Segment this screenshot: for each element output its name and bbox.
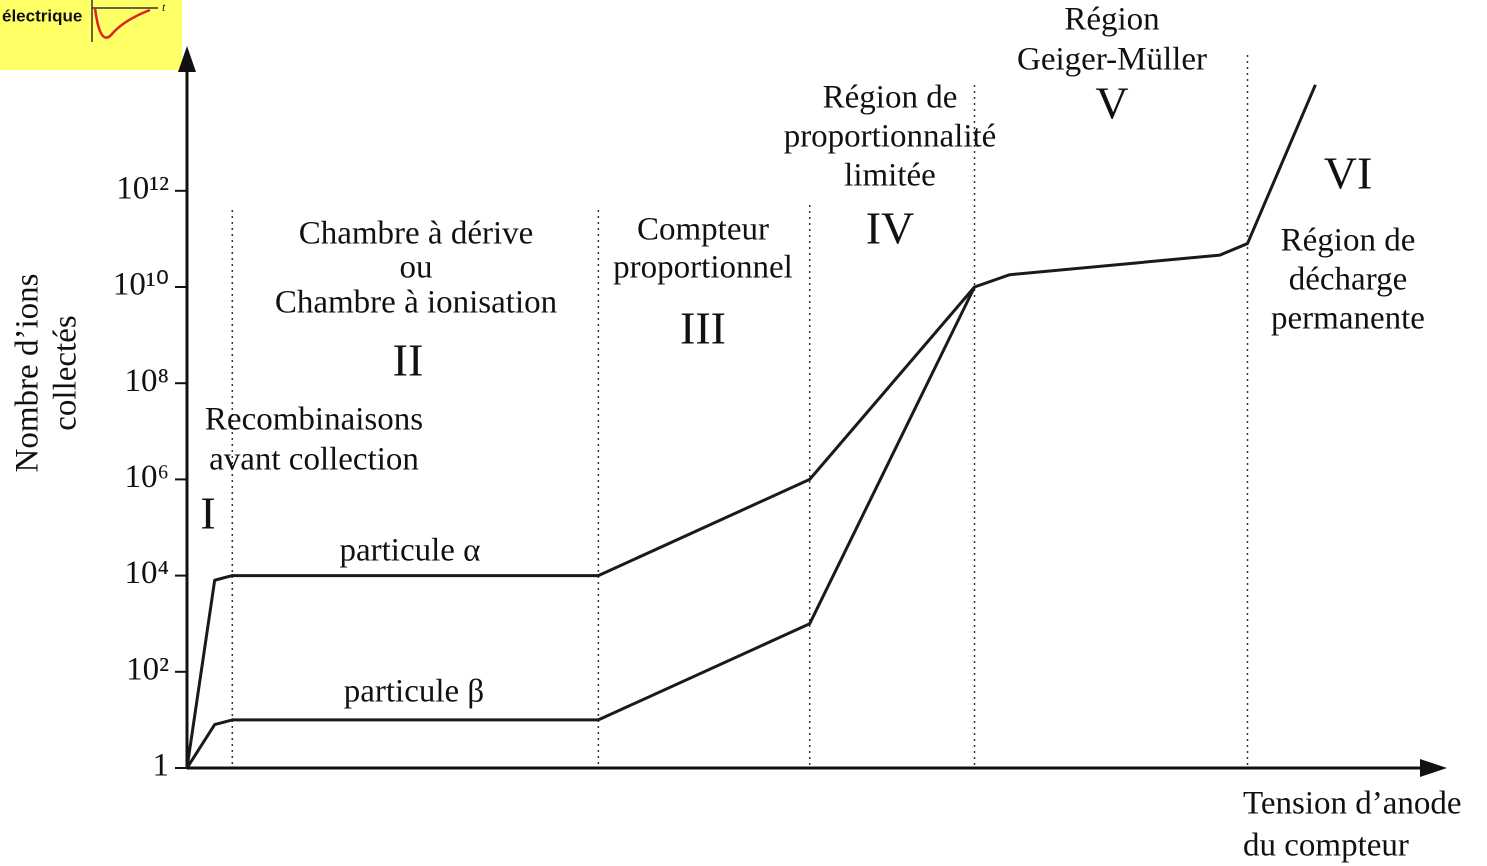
series-line <box>185 84 1317 769</box>
y-tick-label: 10⁸ <box>124 363 169 399</box>
annotation: proportionnel <box>613 250 793 286</box>
annotation: IV <box>866 203 915 254</box>
x-axis-label: Tension d’anode <box>1243 786 1462 822</box>
annotation: Région de <box>1281 223 1416 259</box>
y-tick-label: 10⁶ <box>124 459 169 495</box>
annotation: Recombinaisons <box>205 402 423 438</box>
series-line <box>185 286 976 769</box>
y-tick-label: 10¹² <box>116 170 169 206</box>
annotation: II <box>393 335 424 386</box>
y-axis-label: collectés <box>48 315 84 430</box>
annotation: ou <box>400 250 433 286</box>
y-tick-label: 1 <box>153 748 170 784</box>
annotation: Région <box>1064 2 1159 38</box>
thumbnail-axis-label: t <box>162 0 166 14</box>
thumbnail-icon <box>91 0 158 42</box>
y-tick-label: 10² <box>126 651 169 687</box>
annotation: proportionnalité <box>784 119 997 155</box>
annotation: limitée <box>844 158 936 194</box>
y-tick-label: 10⁴ <box>124 555 169 591</box>
annotation: I <box>200 488 215 539</box>
series-label: particule α <box>340 533 481 569</box>
annotation: Compteur <box>637 212 769 248</box>
x-axis-label: du compteur <box>1243 828 1409 864</box>
annotation: Geiger-Müller <box>1017 42 1207 78</box>
x-axis-arrow <box>1420 759 1447 777</box>
thumbnail <box>0 0 182 70</box>
y-axis-arrow <box>178 46 196 72</box>
annotation: avant collection <box>209 442 419 478</box>
y-axis-label: Nombre d’ions <box>10 274 46 473</box>
annotation: Région de <box>823 80 958 116</box>
thumbnail-label: électrique <box>2 6 82 25</box>
annotation: VI <box>1324 148 1373 199</box>
annotation: Chambre à dérive <box>299 216 534 252</box>
annotation: V <box>1095 78 1128 129</box>
annotation: décharge <box>1289 262 1407 298</box>
y-tick-label: 10¹⁰ <box>113 267 169 303</box>
annotation: permanente <box>1271 301 1425 337</box>
series-label: particule β <box>344 674 484 710</box>
annotation: III <box>680 303 726 354</box>
annotation: Chambre à ionisation <box>275 285 557 321</box>
